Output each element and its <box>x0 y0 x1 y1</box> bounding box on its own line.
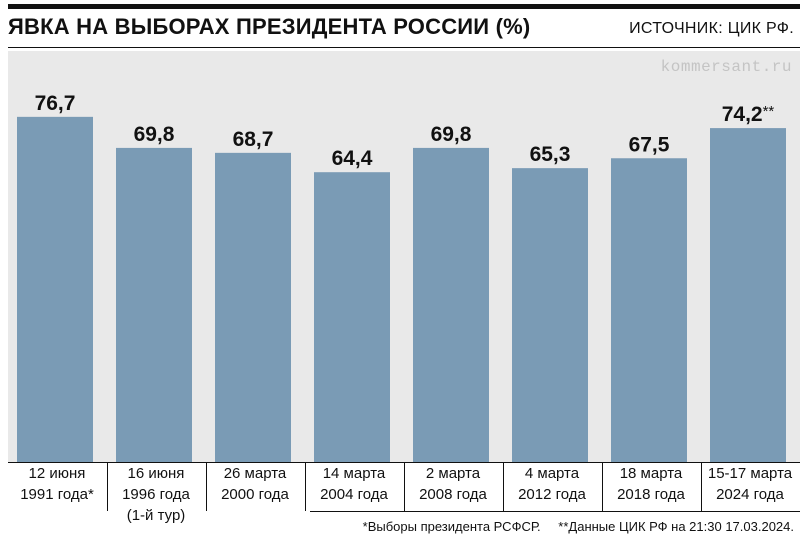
footnote-1: *Выборы президента РСФСР. <box>362 519 541 534</box>
x-tick-separator <box>503 462 504 511</box>
bar-value-label: 64,4 <box>332 147 373 170</box>
bar <box>710 128 786 462</box>
footnotes: *Выборы президента РСФСР. **Данные ЦИК Р… <box>349 519 794 534</box>
x-tick-separator <box>206 462 207 511</box>
bar <box>314 172 390 462</box>
bar-chart: 76,7 69,8 68,7 64,4 69,8 65,3 67,5 74,2** <box>17 92 786 462</box>
x-tick-separator <box>107 462 108 511</box>
bar <box>512 168 588 462</box>
bar <box>611 158 687 462</box>
bar-value-label: 67,5 <box>629 133 670 156</box>
title-rule <box>8 47 800 48</box>
footnote-2: **Данные ЦИК РФ на 21:30 17.03.2024. <box>558 519 794 534</box>
x-tick-separator <box>404 462 405 511</box>
x-tick-separator <box>305 462 306 511</box>
x-tick-label: 14 марта 2004 года <box>320 465 388 503</box>
x-tick-label: 26 марта 2000 года <box>221 465 289 503</box>
x-tick-label: 2 марта 2008 года <box>419 465 487 503</box>
footnote-rule <box>310 511 800 512</box>
bar-value-label: 69,8 <box>431 123 472 146</box>
bar <box>413 147 489 462</box>
bar-value-label: 76,7 <box>35 92 76 115</box>
bar-value-label: 74,2** <box>722 103 775 126</box>
chart-title: ЯВКА НА ВЫБОРАХ ПРЕЗИДЕНТА РОССИИ (%) <box>8 14 531 39</box>
x-tick-label: 18 марта 2018 года <box>617 465 685 503</box>
x-tick-label: 12 июня 1991 года* <box>20 465 94 503</box>
bar-value-label: 68,7 <box>233 128 274 151</box>
watermark: kommersant.ru <box>660 58 792 76</box>
bar <box>215 152 291 462</box>
x-tick-separator <box>701 462 702 511</box>
bar <box>17 116 93 462</box>
plot-area: 76,7 69,8 68,7 64,4 69,8 65,3 67,5 74,2** <box>8 51 800 462</box>
x-tick-label: 4 марта 2012 года <box>518 465 586 503</box>
x-tick-label: 15-17 марта 2024 года <box>707 465 793 503</box>
bar-value-label: 69,8 <box>134 123 175 146</box>
top-rule <box>8 4 800 9</box>
source-label: ИСТОЧНИК: ЦИК РФ. <box>629 20 794 37</box>
bar <box>116 147 192 462</box>
x-tick-separator <box>602 462 603 511</box>
bar-value-label: 65,3 <box>530 143 571 166</box>
x-tick-label: 16 июня 1996 года (1-й тур) <box>122 465 190 524</box>
